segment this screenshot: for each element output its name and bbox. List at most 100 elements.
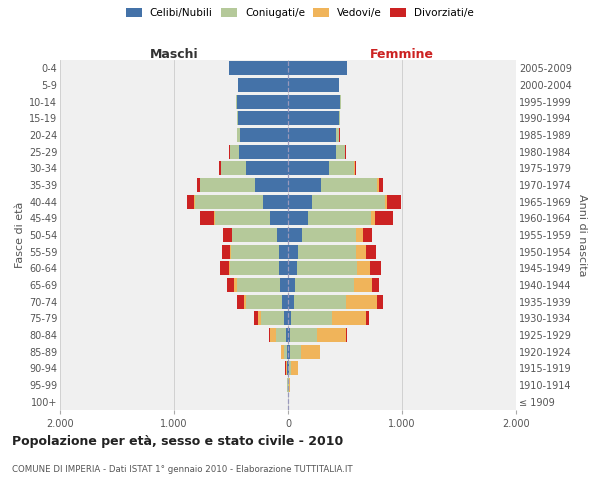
Bar [277, 228, 288, 242]
Bar [221, 244, 230, 259]
Bar [329, 161, 354, 176]
Bar [295, 278, 353, 292]
Bar [288, 61, 347, 76]
Bar [379, 178, 383, 192]
Bar [312, 194, 385, 209]
Bar [280, 278, 288, 292]
Bar [200, 211, 214, 226]
Bar [296, 261, 357, 276]
Bar [227, 278, 234, 292]
Bar [288, 178, 321, 192]
Bar [288, 228, 302, 242]
Bar [302, 228, 356, 242]
Bar [280, 261, 288, 276]
Bar [254, 311, 258, 326]
Bar [373, 278, 379, 292]
Bar [377, 178, 379, 192]
Bar [298, 244, 356, 259]
Bar [270, 328, 276, 342]
Bar [231, 244, 279, 259]
Bar [289, 378, 290, 392]
Bar [317, 328, 346, 342]
Bar [294, 294, 346, 308]
Bar [356, 228, 362, 242]
Bar [288, 144, 336, 159]
Bar [220, 261, 229, 276]
Y-axis label: Anni di nascita: Anni di nascita [577, 194, 587, 276]
Bar [370, 261, 382, 276]
Bar [197, 178, 200, 192]
Bar [237, 128, 240, 142]
Bar [288, 78, 339, 92]
Bar [220, 161, 221, 176]
Bar [371, 211, 374, 226]
Bar [221, 161, 246, 176]
Bar [355, 161, 356, 176]
Bar [290, 344, 301, 358]
Text: Maschi: Maschi [149, 48, 199, 61]
Bar [258, 311, 261, 326]
Bar [240, 128, 288, 142]
Bar [377, 294, 383, 308]
Bar [292, 311, 332, 326]
Bar [215, 211, 270, 226]
Bar [301, 344, 320, 358]
Text: Popolazione per età, sesso e stato civile - 2010: Popolazione per età, sesso e stato civil… [12, 435, 343, 448]
Bar [187, 194, 194, 209]
Bar [238, 112, 288, 126]
Bar [357, 261, 370, 276]
Bar [286, 361, 287, 376]
Bar [290, 328, 317, 342]
Bar [223, 228, 232, 242]
Bar [244, 294, 247, 308]
Bar [365, 244, 376, 259]
Bar [288, 244, 298, 259]
Bar [237, 294, 244, 308]
Bar [236, 278, 280, 292]
Bar [346, 328, 347, 342]
Bar [288, 211, 308, 226]
Bar [288, 328, 290, 342]
Bar [336, 128, 340, 142]
Bar [232, 228, 277, 242]
Bar [308, 211, 371, 226]
Bar [261, 311, 284, 326]
Bar [288, 361, 289, 376]
Bar [288, 294, 294, 308]
Bar [230, 144, 239, 159]
Bar [282, 294, 288, 308]
Bar [279, 244, 288, 259]
Bar [284, 344, 287, 358]
Bar [284, 311, 288, 326]
Bar [356, 244, 365, 259]
Bar [236, 94, 288, 109]
Bar [234, 278, 236, 292]
Bar [247, 294, 282, 308]
Bar [287, 344, 288, 358]
Bar [346, 294, 377, 308]
Bar [230, 261, 280, 276]
Bar [289, 361, 292, 376]
Bar [288, 128, 336, 142]
Bar [288, 311, 292, 326]
Bar [288, 344, 290, 358]
Bar [387, 194, 401, 209]
Bar [229, 261, 230, 276]
Bar [385, 194, 387, 209]
Bar [276, 328, 286, 342]
Bar [238, 78, 288, 92]
Bar [288, 161, 329, 176]
Bar [246, 161, 288, 176]
Bar [288, 261, 296, 276]
Bar [288, 112, 340, 126]
Bar [281, 344, 284, 358]
Bar [229, 61, 288, 76]
Y-axis label: Fasce di età: Fasce di età [14, 202, 25, 268]
Bar [194, 194, 263, 209]
Bar [270, 211, 288, 226]
Bar [200, 178, 255, 192]
Bar [292, 361, 298, 376]
Legend: Celibi/Nubili, Coniugati/e, Vedovi/e, Divorziati/e: Celibi/Nubili, Coniugati/e, Vedovi/e, Di… [126, 8, 474, 18]
Bar [288, 194, 312, 209]
Bar [332, 311, 365, 326]
